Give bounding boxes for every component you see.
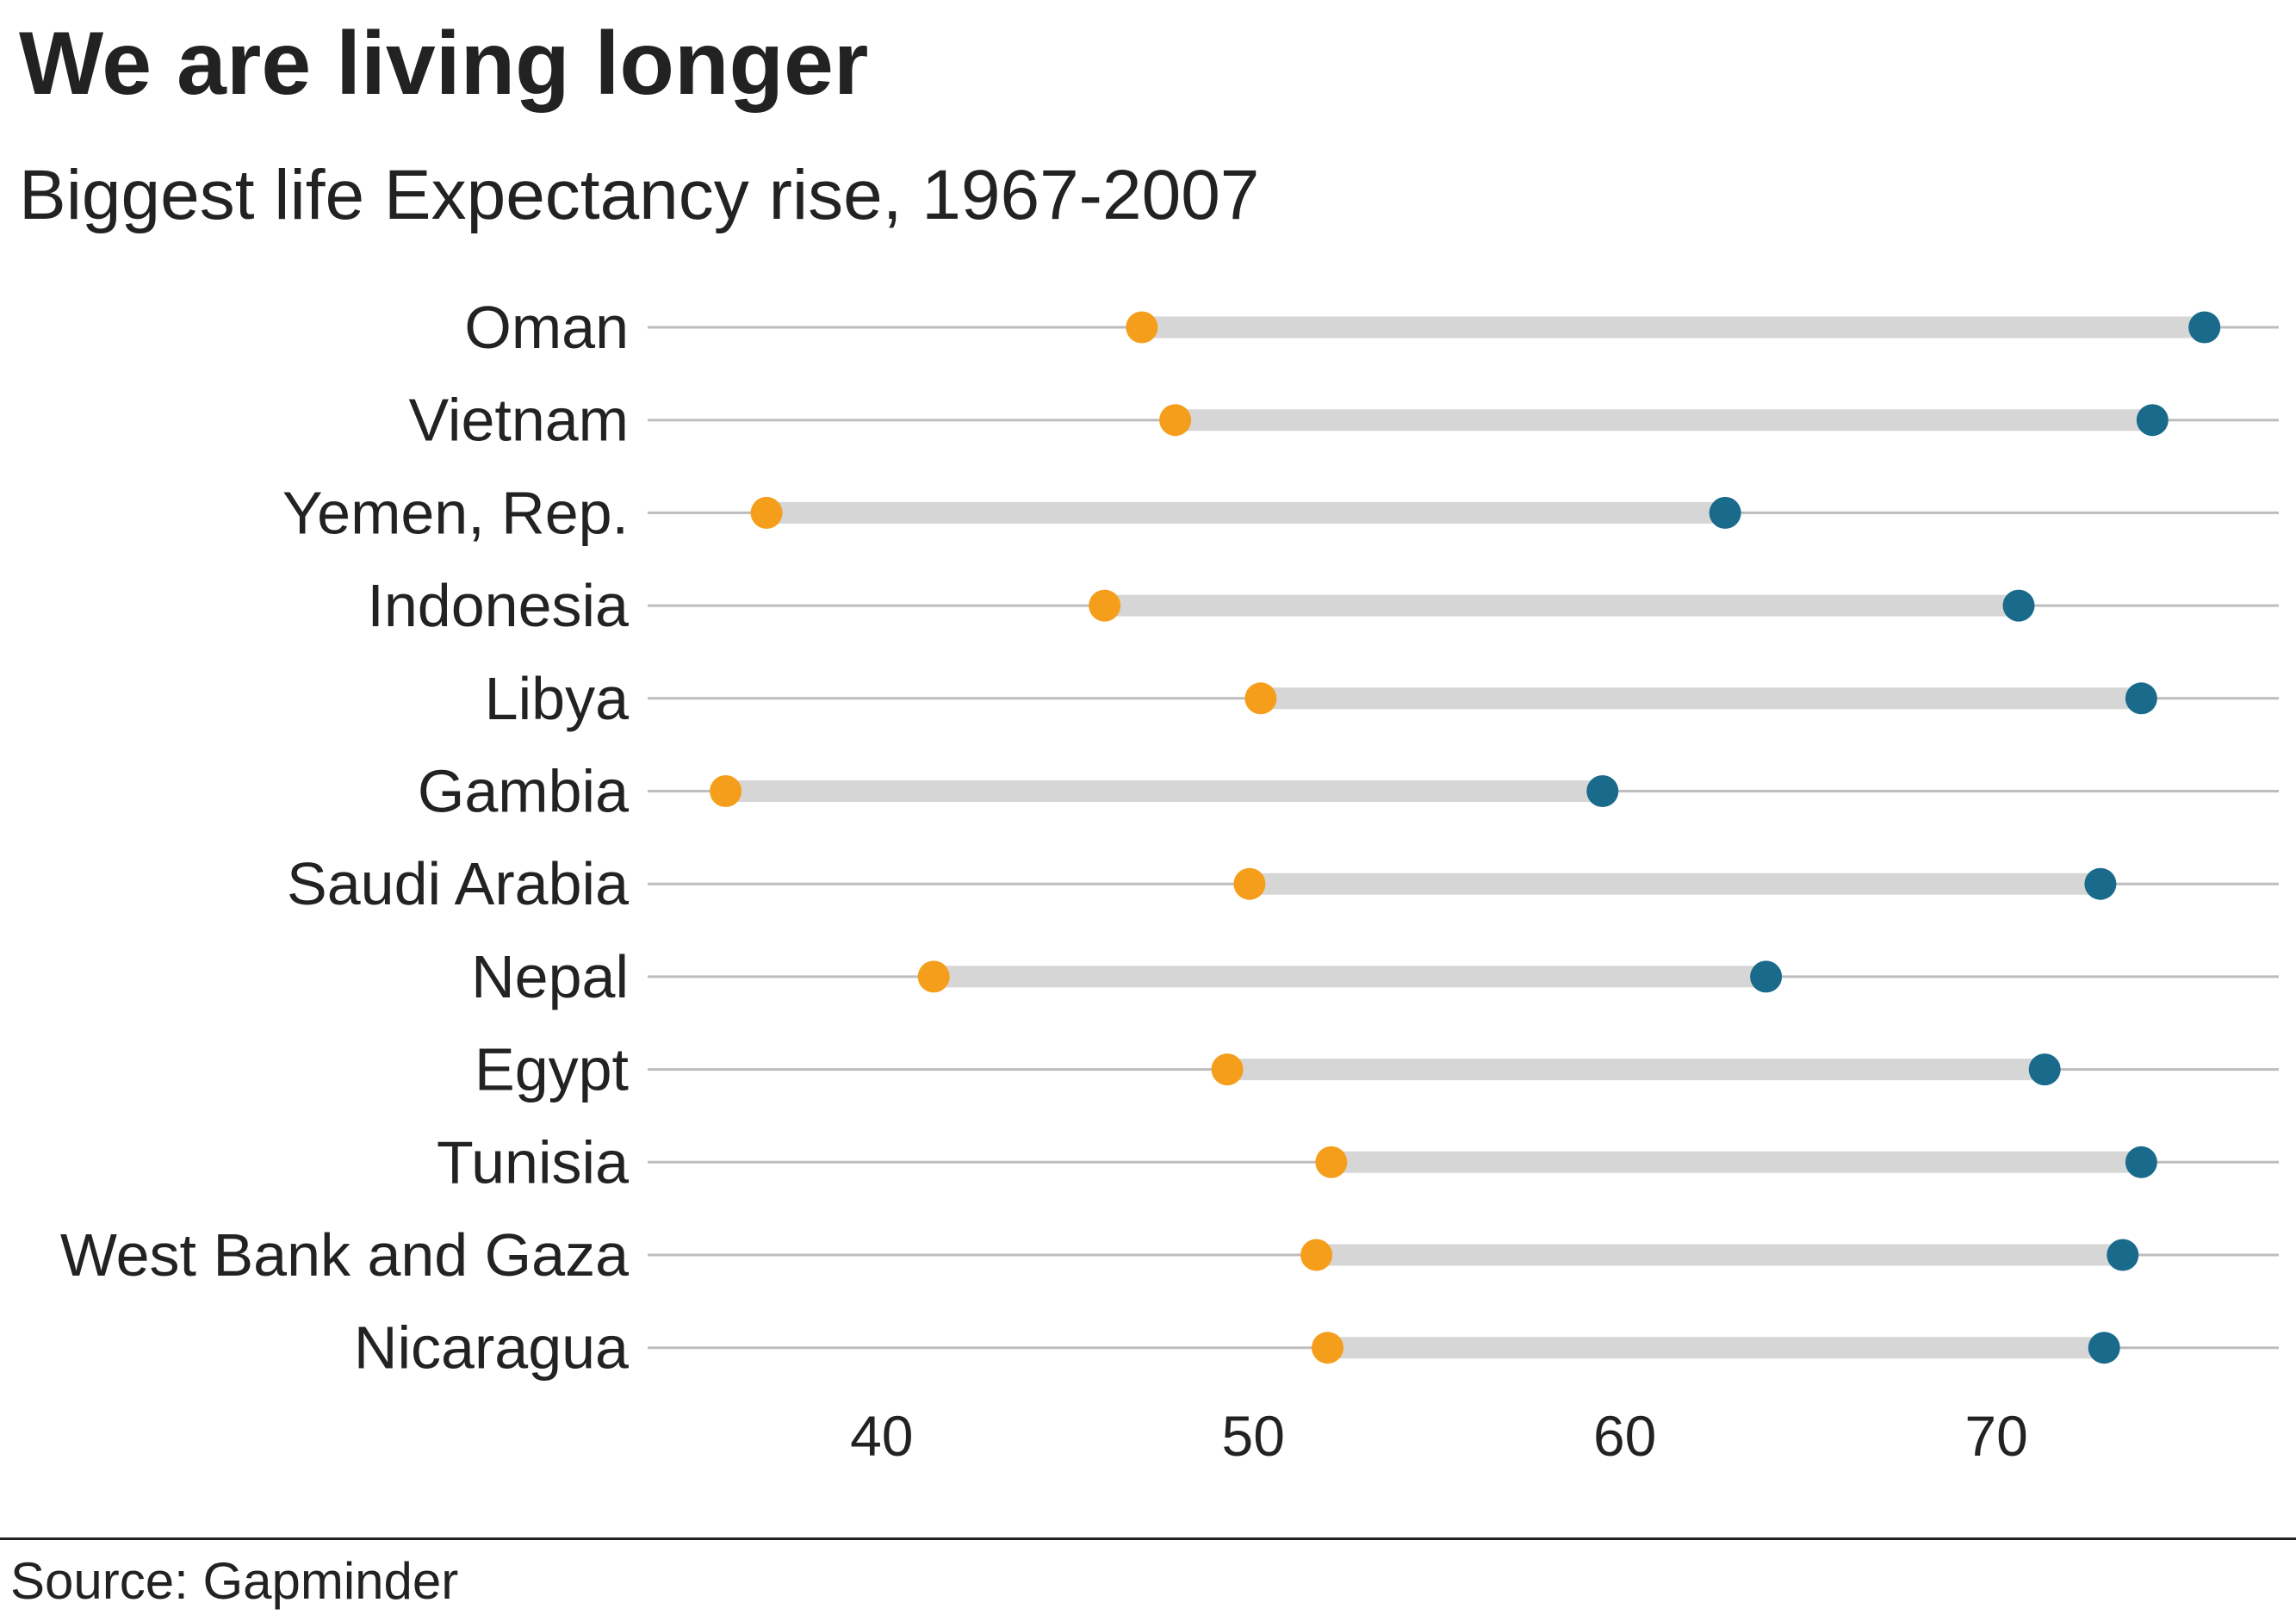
category-label: Nepal — [471, 943, 629, 1010]
x-tick-label: 40 — [850, 1404, 913, 1468]
end-dot — [2188, 311, 2221, 344]
x-axis-ticks: 40 50 60 70 — [850, 1404, 2028, 1468]
category-label: Saudi Arabia — [287, 850, 629, 917]
category-label: Yemen, Rep. — [282, 479, 629, 546]
end-dot — [2136, 404, 2169, 437]
category-label: Oman — [464, 294, 629, 361]
end-dots-2007 — [1586, 311, 2221, 1364]
x-tick-label: 50 — [1222, 1404, 1285, 1468]
end-dot — [2002, 589, 2035, 622]
end-dot — [2125, 1146, 2157, 1178]
start-dots-1967 — [710, 311, 1348, 1364]
category-label: Indonesia — [367, 572, 629, 639]
gridlines — [648, 326, 2279, 1350]
source-note: Source: Gapminder — [10, 1552, 459, 1610]
category-labels: Oman Vietnam Yemen, Rep. Indonesia Libya Gamb… — [60, 294, 629, 1382]
end-dot — [2084, 867, 2117, 900]
end-dot — [2107, 1239, 2139, 1271]
start-dot — [750, 496, 783, 529]
category-label: Gambia — [418, 758, 629, 825]
start-dot — [1244, 682, 1277, 715]
end-dot — [2088, 1332, 2120, 1364]
start-dot — [1089, 589, 1121, 622]
category-label: Tunisia — [437, 1128, 629, 1196]
end-dot — [1750, 960, 1783, 993]
end-dot — [1709, 496, 1741, 529]
category-label: Vietnam — [408, 387, 629, 454]
category-label: Nicaragua — [354, 1314, 629, 1382]
start-dot — [1211, 1053, 1244, 1086]
end-dot — [1586, 775, 1619, 807]
footer-divider — [0, 1537, 2296, 1540]
category-label: Egypt — [475, 1036, 629, 1103]
x-tick-label: 60 — [1593, 1404, 1656, 1468]
chart-subtitle: Biggest life Expectancy rise, 1967-2007 — [19, 156, 1260, 234]
start-dot — [1300, 1239, 1333, 1271]
start-dot — [917, 960, 950, 993]
end-dot — [2028, 1053, 2061, 1086]
range-bars — [725, 316, 2205, 1359]
dumbbell-chart: Oman Vietnam Yemen, Rep. Indonesia Libya Gamb… — [60, 294, 2279, 1468]
end-dot — [2125, 682, 2157, 715]
start-dot — [1159, 404, 1192, 437]
start-dot — [1315, 1146, 1348, 1178]
start-dot — [710, 775, 742, 807]
start-dot — [1312, 1332, 1344, 1364]
x-tick-label: 70 — [1964, 1404, 2027, 1468]
category-label: Libya — [485, 665, 629, 732]
start-dot — [1126, 311, 1158, 344]
start-dot — [1233, 867, 1266, 900]
chart-title: We are living longer — [19, 14, 869, 114]
category-label: West Bank and Gaza — [60, 1221, 629, 1289]
